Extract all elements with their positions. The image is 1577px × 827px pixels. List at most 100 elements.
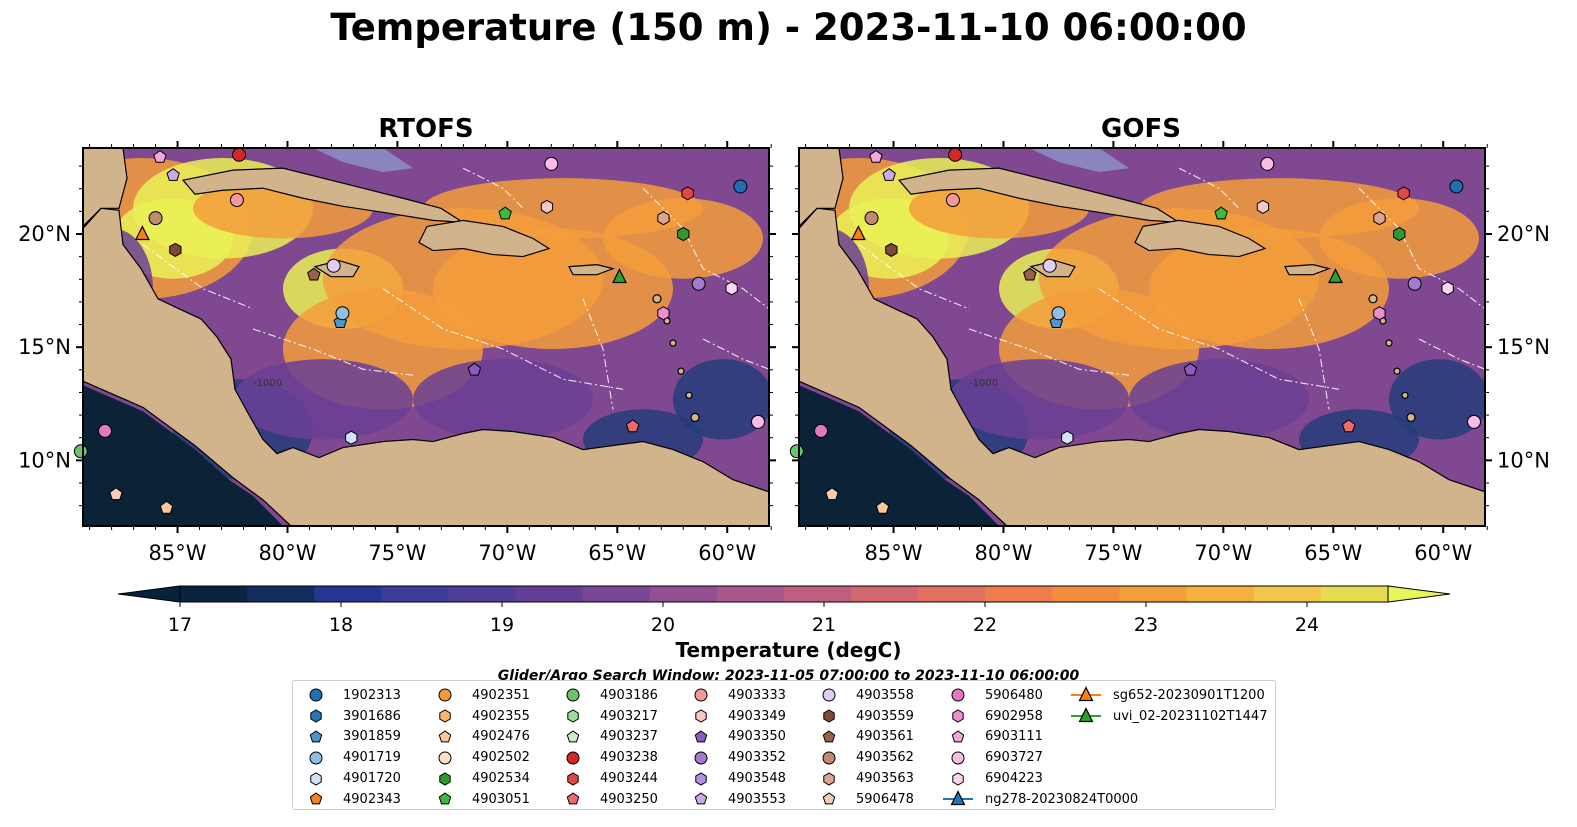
float-marker <box>73 444 88 459</box>
float-marker <box>1407 276 1422 291</box>
legend-marker-icon <box>695 772 707 786</box>
colorbar-segment <box>1320 586 1389 602</box>
legend-marker-icon <box>309 792 323 805</box>
colorbar-segment <box>381 586 449 602</box>
float-marker <box>335 306 350 321</box>
legend-marker <box>952 709 964 723</box>
float-marker <box>751 414 766 429</box>
colorbar-label: Temperature (degC) <box>675 638 902 662</box>
colorbar-segment <box>515 586 584 602</box>
colorbar-segment <box>1119 586 1188 602</box>
float-marker <box>691 276 706 291</box>
float-marker <box>326 258 341 273</box>
legend-item: 4902351 <box>430 685 530 706</box>
float-marker <box>1328 268 1343 284</box>
legend-item: 4903349 <box>686 706 786 727</box>
legend-label: 4903350 <box>728 729 786 745</box>
legend-item: sg652-20230901T1200 <box>1071 685 1267 706</box>
legend-item: 4903350 <box>686 727 786 748</box>
lon-tick-label: 60°W <box>698 541 756 565</box>
legend-marker <box>695 772 707 786</box>
legend-marker-icon <box>1071 686 1101 702</box>
float-marker <box>544 156 559 171</box>
float-marker <box>97 423 112 438</box>
legend-label: 4902502 <box>472 750 530 766</box>
legend-marker <box>438 792 452 805</box>
float-marker <box>612 268 627 284</box>
legend-marker <box>310 709 322 723</box>
float-marker <box>882 168 896 181</box>
legend-label: 4903186 <box>600 687 658 703</box>
legend-marker <box>439 709 451 723</box>
legend-item: 4903559 <box>814 706 914 727</box>
legend-marker <box>951 730 965 743</box>
legend-marker <box>566 688 580 702</box>
legend-label: 4903561 <box>856 729 914 745</box>
legend-label: 4902355 <box>472 708 530 724</box>
legend-item: 4903548 <box>686 768 786 789</box>
lon-tick-label: 70°W <box>478 541 536 565</box>
legend-marker-icon <box>566 792 580 805</box>
colorbar-tick-label: 23 <box>1134 614 1158 636</box>
lon-tick-label: 60°W <box>1414 541 1472 565</box>
legend-label: 4903238 <box>600 750 658 766</box>
legend-label: 1902313 <box>343 687 401 703</box>
legend-label: 5906478 <box>856 791 914 807</box>
colorbar-segment <box>582 586 651 602</box>
colorbar-segment <box>448 586 517 602</box>
lat-tick-label: 10°N <box>18 448 71 472</box>
colorbar-extend-low <box>117 585 181 603</box>
legend-marker <box>951 688 965 702</box>
legend-item: ng278-20230824T0000 <box>943 789 1138 810</box>
legend-marker-icon <box>439 772 451 786</box>
legend-marker-icon <box>566 751 580 765</box>
float-marker <box>498 206 512 220</box>
legend-item: 4903563 <box>814 768 914 789</box>
legend-box: 1902313 3901686 3901859 4901719 4901720 49023… <box>292 680 1276 810</box>
legend-item: 4901719 <box>301 747 401 768</box>
legend-item: 4903562 <box>814 747 914 768</box>
colorbar-segment <box>1253 586 1322 602</box>
legend-item: 4903250 <box>558 789 658 810</box>
float-marker <box>885 242 898 257</box>
float-marker <box>657 211 670 226</box>
colorbar-segment <box>1186 586 1255 602</box>
legend-item: 4901720 <box>301 768 401 789</box>
colorbar-segment <box>918 586 986 602</box>
float-marker <box>1373 211 1386 226</box>
legend-marker-icon <box>943 790 973 806</box>
lon-tick-label: 80°W <box>258 541 316 565</box>
legend-label: 5906480 <box>985 687 1043 703</box>
legend-label: 3901686 <box>343 708 401 724</box>
legend-label: 6904223 <box>985 771 1043 787</box>
float-marker <box>657 306 670 321</box>
legend-marker <box>1078 686 1094 702</box>
legend-label: 4903237 <box>600 729 658 745</box>
legend-label: 6903727 <box>985 750 1043 766</box>
colorbar-segment <box>314 586 382 602</box>
legend-label: 4903553 <box>728 791 786 807</box>
legend-marker-icon <box>822 730 836 743</box>
legend-label: 4902351 <box>472 687 530 703</box>
float-marker <box>625 419 640 433</box>
legend-item: 6902958 <box>943 706 1138 727</box>
float-marker <box>1183 362 1198 376</box>
legend-marker-icon <box>567 772 579 786</box>
float-marker <box>169 242 182 257</box>
legend-item: 4902343 <box>301 789 401 810</box>
legend-item: 5906478 <box>814 789 914 810</box>
legend-marker <box>438 688 452 702</box>
legend-item: 4902355 <box>430 706 530 727</box>
float-marker <box>1042 258 1057 273</box>
lon-tick-label: 85°W <box>865 541 923 565</box>
legend-marker-icon <box>694 751 708 765</box>
float-marker <box>1061 430 1074 445</box>
colorbar-tick-label: 20 <box>651 614 675 636</box>
legend-item: 4903558 <box>814 685 914 706</box>
legend-marker-icon <box>438 751 452 765</box>
float-marker <box>864 211 879 226</box>
colorbar-tick-label: 18 <box>329 614 353 636</box>
legend-marker-icon <box>438 730 452 743</box>
legend-marker <box>695 709 707 723</box>
